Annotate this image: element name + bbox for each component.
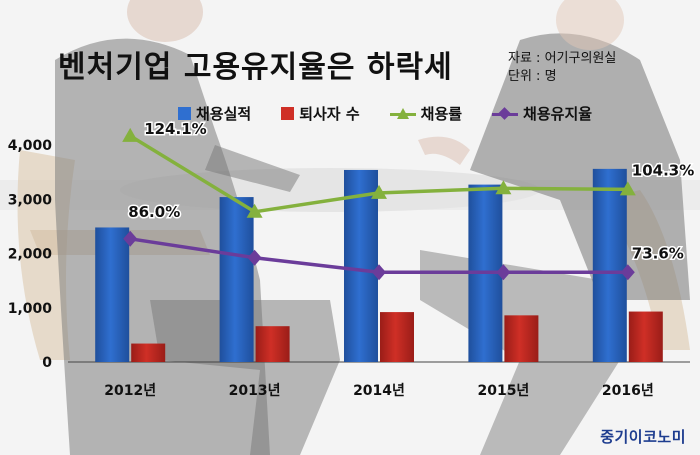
source-note: 자료 : 어기구의원실 단위 : 명 bbox=[508, 50, 616, 86]
legend-item-hiring: 채용실적 bbox=[178, 103, 251, 124]
point-retention bbox=[372, 264, 386, 281]
legend-item-retirees: 퇴사자 수 bbox=[281, 103, 360, 124]
bar-hiring bbox=[219, 197, 254, 362]
legend-label-retention: 채용유지율 bbox=[523, 105, 593, 123]
line-hiring-rate bbox=[129, 134, 628, 214]
y-tick-label: 4,000 bbox=[8, 138, 53, 154]
legend-item-retention: 채용유지율 bbox=[492, 103, 592, 124]
bar-hiring bbox=[344, 169, 378, 362]
bar-retirees bbox=[255, 326, 290, 362]
y-tick-label: 3,000 bbox=[8, 192, 53, 208]
bar-hiring bbox=[592, 168, 627, 362]
point-hiring-rate bbox=[246, 203, 263, 218]
diamond-marker-icon bbox=[498, 106, 511, 120]
data-label: 124.1% bbox=[144, 120, 206, 138]
bar-retirees bbox=[504, 315, 539, 362]
y-tick-label: 2,000 bbox=[8, 247, 53, 263]
point-retention bbox=[123, 230, 138, 247]
legend-item-hiring-rate: 채용률 bbox=[389, 103, 463, 124]
point-hiring-rate bbox=[495, 180, 512, 195]
legend-swatch-retirees bbox=[281, 107, 295, 120]
legend-label-hiring: 채용실적 bbox=[196, 105, 252, 123]
point-retention bbox=[496, 264, 511, 281]
point-hiring-rate bbox=[371, 184, 387, 199]
legend-swatch-hiring-rate bbox=[389, 107, 416, 121]
y-tick-label: 0 bbox=[42, 355, 52, 371]
unit-line: 단위 : 명 bbox=[508, 69, 557, 84]
legend-swatch-retention bbox=[492, 106, 519, 121]
bar-retirees bbox=[131, 343, 166, 362]
data-label: 86.0% bbox=[128, 203, 180, 221]
point-retention bbox=[620, 264, 635, 281]
triangle-marker-icon bbox=[396, 107, 409, 119]
x-tick-label: 2012년 bbox=[104, 383, 156, 399]
x-tick-label: 2016년 bbox=[602, 383, 654, 399]
point-hiring-rate bbox=[122, 127, 139, 142]
chart-legend: 채용실적 퇴사자 수 채용률 채용유지율 bbox=[178, 103, 592, 124]
legend-label-retirees: 퇴사자 수 bbox=[299, 105, 360, 123]
page-title: 벤처기업 고용유지율은 하락세 bbox=[58, 50, 453, 85]
point-retention bbox=[247, 249, 262, 266]
legend-swatch-hiring bbox=[178, 107, 191, 120]
bar-retirees bbox=[380, 312, 414, 362]
point-hiring-rate bbox=[619, 181, 636, 196]
bar-retirees bbox=[628, 311, 663, 362]
legend-label-hiring-rate: 채용률 bbox=[420, 105, 463, 123]
data-label: 104.3% bbox=[632, 161, 694, 179]
brand-logo-text: 중기이코노미 bbox=[600, 428, 686, 446]
y-tick-label: 1,000 bbox=[8, 301, 53, 317]
bar-hiring bbox=[95, 227, 130, 362]
x-tick-label: 2013년 bbox=[229, 383, 281, 399]
x-tick-label: 2014년 bbox=[353, 383, 405, 399]
data-label: 73.6% bbox=[632, 244, 684, 262]
source-line: 자료 : 어기구의원실 bbox=[508, 51, 617, 66]
x-tick-label: 2015년 bbox=[477, 383, 529, 399]
